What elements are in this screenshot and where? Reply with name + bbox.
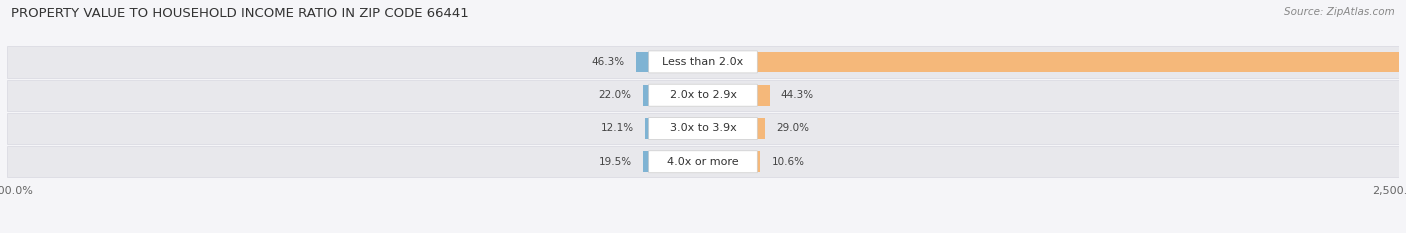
Text: 2.0x to 2.9x: 2.0x to 2.9x <box>669 90 737 100</box>
Text: 4.0x or more: 4.0x or more <box>668 157 738 167</box>
FancyBboxPatch shape <box>648 51 758 73</box>
Bar <box>7 146 1399 177</box>
Text: 3.0x to 3.9x: 3.0x to 3.9x <box>669 123 737 134</box>
FancyBboxPatch shape <box>648 151 758 173</box>
Text: 44.3%: 44.3% <box>780 90 814 100</box>
Bar <box>7 79 1399 111</box>
Text: Source: ZipAtlas.com: Source: ZipAtlas.com <box>1284 7 1395 17</box>
Bar <box>644 151 648 172</box>
Text: 19.5%: 19.5% <box>599 157 633 167</box>
Bar <box>758 51 1406 72</box>
Text: Less than 2.0x: Less than 2.0x <box>662 57 744 67</box>
Bar <box>758 85 769 106</box>
Bar <box>645 118 648 139</box>
Text: PROPERTY VALUE TO HOUSEHOLD INCOME RATIO IN ZIP CODE 66441: PROPERTY VALUE TO HOUSEHOLD INCOME RATIO… <box>11 7 470 20</box>
Bar <box>758 151 761 172</box>
Text: 12.1%: 12.1% <box>602 123 634 134</box>
Bar <box>636 51 648 72</box>
Bar <box>643 85 648 106</box>
FancyBboxPatch shape <box>648 84 758 106</box>
Bar <box>7 46 1399 78</box>
Text: 46.3%: 46.3% <box>592 57 624 67</box>
Text: 10.6%: 10.6% <box>772 157 804 167</box>
Text: 22.0%: 22.0% <box>599 90 631 100</box>
FancyBboxPatch shape <box>648 117 758 140</box>
Bar <box>7 113 1399 144</box>
Bar <box>758 118 765 139</box>
Text: 29.0%: 29.0% <box>776 123 810 134</box>
